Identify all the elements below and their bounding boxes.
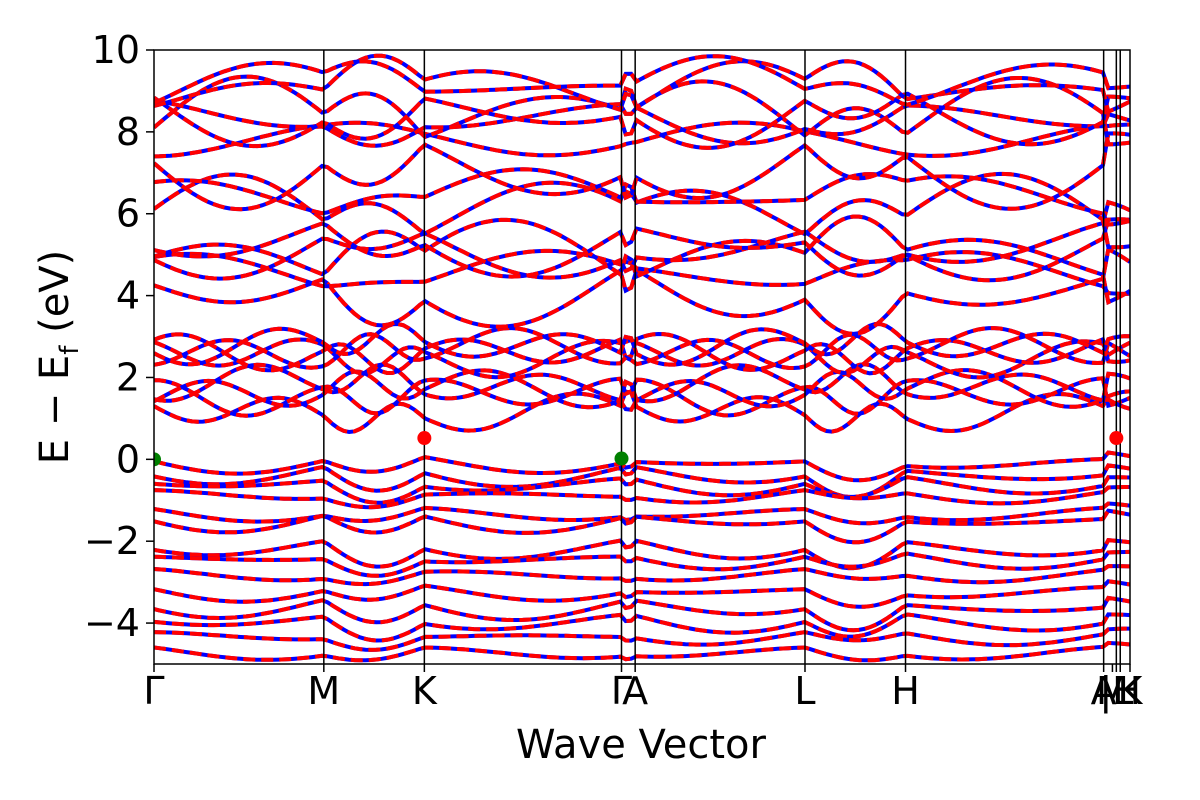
plot-frame xyxy=(153,49,1131,665)
kpoint-label: A xyxy=(1091,669,1117,713)
band-line xyxy=(154,612,1130,643)
band-line xyxy=(154,362,1130,404)
band-line xyxy=(154,475,1130,505)
kpoint-label: Γ xyxy=(143,669,164,713)
band-line xyxy=(154,326,1130,371)
kpoint-gridlines xyxy=(323,50,1121,664)
band-extremum-marker xyxy=(417,431,432,446)
y-axis-label-subscript: f xyxy=(55,345,85,355)
band-line xyxy=(154,450,1130,483)
y-axis-label: E − Ef (eV) xyxy=(32,250,85,465)
kpoint-label: |L xyxy=(1099,669,1133,714)
x-axis-label: Wave Vector xyxy=(516,722,767,768)
kpoint-label: M xyxy=(1096,669,1129,713)
band-line xyxy=(154,199,1130,279)
band-extremum-marker xyxy=(1109,431,1124,446)
band-line xyxy=(154,537,1130,571)
band-line xyxy=(154,463,1130,500)
band-extremum-marker xyxy=(614,451,629,466)
band-line xyxy=(154,214,1130,305)
y-tick-label: 6 xyxy=(116,192,140,236)
y-tick-label: 10 xyxy=(92,28,140,72)
y-tick-label: 2 xyxy=(116,355,140,399)
band-line xyxy=(154,321,1130,367)
kpoint-label: Γ xyxy=(611,669,632,713)
band-line xyxy=(154,54,1130,107)
band-line xyxy=(154,595,1130,633)
kpoint-label: K xyxy=(1118,669,1144,713)
band-line xyxy=(154,74,1130,147)
kpoint-label: H xyxy=(891,669,920,713)
y-tick-label: −2 xyxy=(84,519,140,563)
x-axis-ticks: Γ M K ΓA L H A|LM|HK xyxy=(143,664,1144,714)
band-extremum-marker xyxy=(154,452,161,467)
extrema-markers xyxy=(154,431,1124,467)
band-line xyxy=(154,167,1130,227)
bands-layer xyxy=(154,53,1130,663)
kpoint-label: |H xyxy=(1100,669,1141,714)
band-line xyxy=(154,626,1130,652)
band-line xyxy=(154,53,1130,115)
y-axis-ticks: −4 −2 0 2 4 6 8 10 xyxy=(84,28,154,645)
band-line xyxy=(154,389,1130,435)
kpoint-label: A xyxy=(622,669,648,713)
band-line xyxy=(154,331,1130,376)
band-line xyxy=(154,485,1130,510)
band-line xyxy=(154,640,1130,663)
band-line xyxy=(154,376,1130,418)
band-line xyxy=(154,131,1130,212)
band-line xyxy=(154,508,1130,545)
band-line xyxy=(154,336,1130,380)
y-tick-label: 8 xyxy=(116,110,140,154)
band-line xyxy=(154,579,1130,609)
y-tick-label: 0 xyxy=(116,437,140,481)
y-axis-label-main: E − E xyxy=(32,355,78,465)
band-line xyxy=(154,564,1130,587)
band-line xyxy=(154,549,1130,578)
y-tick-label: −4 xyxy=(84,601,140,645)
band-line xyxy=(154,91,1130,150)
band-line xyxy=(154,368,1130,412)
band-line xyxy=(154,248,1130,296)
band-line xyxy=(154,217,1130,283)
y-axis-label-unit: (eV) xyxy=(32,250,78,346)
kpoint-label: L xyxy=(794,669,815,713)
kpoint-label: M xyxy=(307,669,340,713)
kpoint-label: K xyxy=(412,669,438,713)
y-tick-label: 4 xyxy=(116,274,140,318)
